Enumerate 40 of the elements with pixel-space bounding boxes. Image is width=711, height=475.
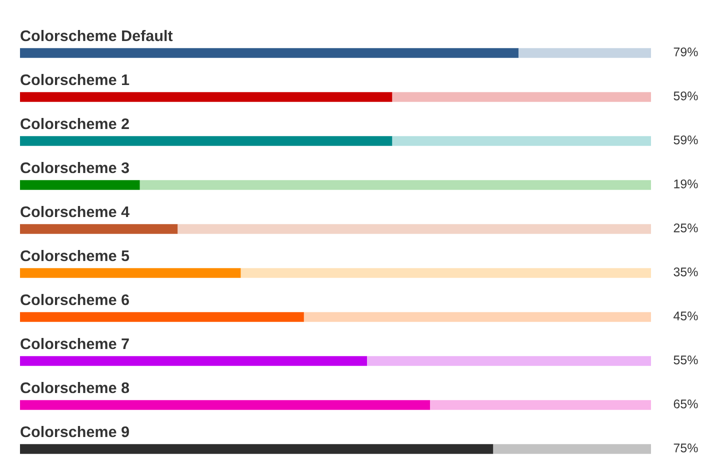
bar — [20, 400, 430, 410]
y-tick-label: Colorscheme Default — [20, 30, 173, 42]
data-label: 59% — [674, 136, 698, 144]
y-tick-label: Colorscheme 3 — [20, 162, 129, 174]
y-tick-label: Colorscheme 5 — [20, 250, 130, 262]
y-tick-label: Colorscheme 4 — [20, 206, 130, 218]
data-label: 45% — [674, 312, 698, 320]
bar — [392, 92, 651, 102]
bar — [140, 180, 651, 190]
bar — [367, 356, 651, 366]
data-label: 35% — [674, 268, 698, 276]
data-label: 79% — [674, 48, 698, 56]
bar — [20, 268, 241, 278]
bar — [20, 92, 392, 102]
bar — [392, 136, 651, 146]
bar — [178, 224, 651, 234]
y-tick-label: Colorscheme 2 — [20, 118, 129, 130]
bar — [304, 312, 651, 322]
data-label: 55% — [674, 356, 698, 364]
bar — [20, 444, 494, 454]
y-tick-label: Colorscheme 1 — [20, 74, 130, 86]
y-tick-label: Colorscheme 6 — [20, 294, 129, 306]
bar — [20, 224, 178, 234]
data-label: 19% — [674, 180, 698, 188]
bar — [20, 356, 368, 366]
data-label: 75% — [674, 444, 698, 452]
bar — [240, 268, 651, 278]
bar — [20, 312, 304, 322]
bar — [20, 48, 518, 58]
y-tick-label: Colorscheme 7 — [20, 338, 129, 350]
bar — [20, 180, 140, 190]
bar — [20, 136, 392, 146]
bar — [518, 48, 651, 58]
bar — [493, 444, 651, 454]
data-label: 65% — [674, 400, 698, 408]
y-tick-label: Colorscheme 9 — [20, 426, 129, 438]
data-label: 59% — [674, 92, 698, 100]
y-tick-label: Colorscheme 8 — [20, 382, 130, 394]
bar — [430, 400, 651, 410]
data-label: 25% — [674, 224, 698, 232]
